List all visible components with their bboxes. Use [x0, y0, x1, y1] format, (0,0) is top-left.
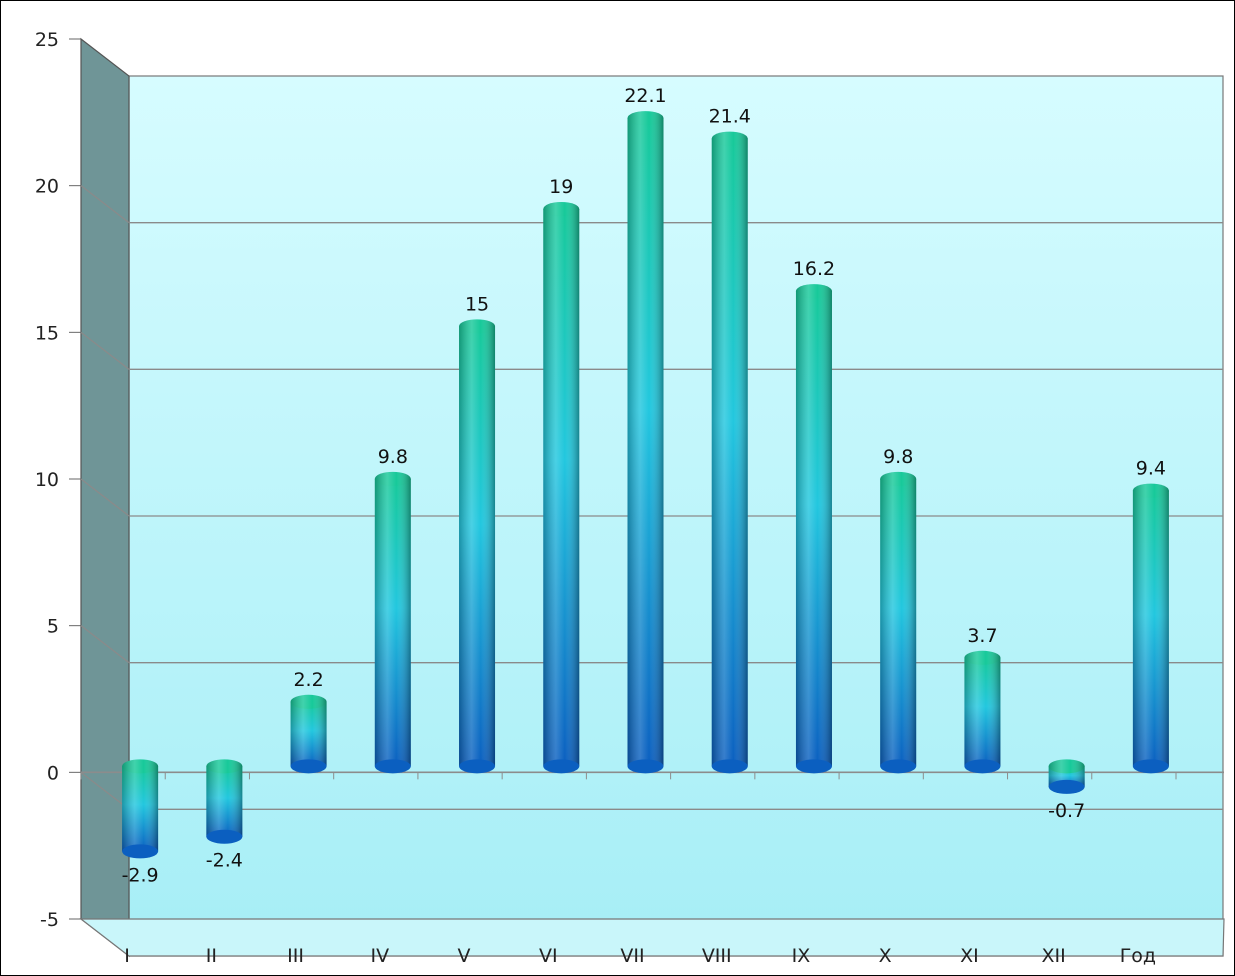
- bar-bottom-cap: [122, 844, 159, 859]
- data-label: 21.4: [709, 106, 751, 128]
- bar-bottom-cap: [711, 759, 748, 774]
- bar-bottom-cap: [290, 759, 327, 774]
- bar-bottom-cap: [1048, 779, 1085, 794]
- bar-top-cap-shade: [964, 650, 1001, 665]
- bar-shading: [374, 478, 411, 767]
- data-label: -0.7: [1048, 800, 1085, 822]
- bar-top-cap-shade: [711, 131, 748, 146]
- data-label: 16.2: [793, 258, 835, 280]
- x-tick-label: XI: [960, 945, 979, 967]
- y-tick-label: 20: [35, 176, 59, 198]
- bar-VI: 19: [543, 176, 580, 774]
- data-label: 9.8: [378, 446, 408, 468]
- bar-top-cap-shade: [543, 202, 580, 216]
- bar-shading: [795, 291, 832, 767]
- y-tick-label: 15: [35, 322, 59, 344]
- data-label: 15: [465, 293, 489, 315]
- x-tick-label: VI: [539, 945, 558, 967]
- bar-Год: 9.4: [1132, 458, 1169, 774]
- bar-shading: [711, 138, 748, 767]
- data-label: -2.9: [122, 864, 159, 886]
- bar-shading: [206, 766, 243, 837]
- x-tick-label: IV: [371, 945, 390, 967]
- bar-bottom-cap: [964, 759, 1001, 774]
- y-tick-label: 0: [47, 762, 59, 784]
- bar-top-cap-shade: [290, 694, 327, 709]
- bar-top-cap-shade: [122, 759, 159, 774]
- x-tick-label: Год: [1120, 945, 1156, 967]
- bar-top-cap-shade: [459, 319, 496, 334]
- x-tick-label: V: [458, 945, 471, 967]
- bar-shading: [627, 118, 664, 767]
- bar-I: -2.9: [122, 759, 159, 886]
- y-tick-label: 10: [35, 469, 59, 491]
- gridline-side: [80, 331, 130, 370]
- bar-bottom-cap: [459, 759, 496, 774]
- floor: [79, 918, 1225, 957]
- data-label: 3.7: [967, 625, 997, 647]
- bar-IX: 16.2: [793, 258, 835, 774]
- bar-top-cap-shade: [374, 471, 411, 486]
- bar-II: -2.4: [206, 759, 243, 872]
- gridline-side: [80, 771, 130, 810]
- data-label: 9.8: [883, 446, 913, 468]
- bar-III: 2.2: [290, 669, 327, 774]
- bar-shading: [880, 478, 917, 767]
- data-label: 9.4: [1136, 458, 1166, 480]
- bar-top-cap-shade: [206, 759, 243, 774]
- bar-VII: 22.1: [624, 85, 667, 774]
- data-label: 19: [549, 176, 573, 198]
- bar-X: 9.8: [880, 446, 917, 774]
- bar-bottom-cap: [543, 759, 580, 774]
- y-tick-label: -5: [40, 909, 59, 931]
- bar-shading: [290, 701, 327, 767]
- x-tick-label: VII: [620, 945, 644, 967]
- bar-IV: 9.8: [374, 446, 411, 774]
- bar-XI: 3.7: [964, 625, 1001, 774]
- bar-bottom-cap: [374, 759, 411, 774]
- x-tick-label: III: [287, 945, 304, 967]
- x-tick-label: I: [124, 945, 130, 967]
- bar-shading: [122, 766, 159, 852]
- bar-bottom-cap: [1132, 759, 1169, 774]
- x-tick-label: II: [206, 945, 217, 967]
- bar-top-cap-shade: [880, 471, 917, 486]
- bar-top-cap-shade: [627, 111, 664, 126]
- bar-shading: [459, 326, 496, 767]
- bar-top-cap-shade: [795, 284, 832, 299]
- bar-top-cap-shade: [1048, 759, 1085, 774]
- gridline-side: [80, 625, 130, 664]
- data-label: -2.4: [206, 850, 243, 872]
- data-label: 2.2: [293, 669, 323, 691]
- gridline-side: [80, 185, 130, 224]
- x-tick-label: XII: [1042, 945, 1066, 967]
- x-tick-label: X: [879, 945, 892, 967]
- y-tick-label: 25: [35, 29, 59, 51]
- x-tick-label: IX: [792, 945, 811, 967]
- bar-shading: [543, 209, 580, 767]
- bar-shading: [1132, 490, 1169, 767]
- y-tick-label: 5: [47, 616, 59, 638]
- data-label: 22.1: [624, 85, 666, 107]
- x-tick-label: VIII: [702, 945, 732, 967]
- bar-bottom-cap: [880, 759, 917, 774]
- bar-VIII: 21.4: [709, 106, 751, 774]
- gridline-side: [80, 478, 130, 517]
- bar-top-cap-shade: [1132, 483, 1169, 498]
- bar-bottom-cap: [206, 829, 243, 844]
- bar-bottom-cap: [627, 759, 664, 774]
- bar-bottom-cap: [795, 759, 832, 774]
- bar-V: 15: [459, 293, 496, 774]
- bar-XII: -0.7: [1048, 759, 1085, 822]
- bar-shading: [964, 657, 1001, 767]
